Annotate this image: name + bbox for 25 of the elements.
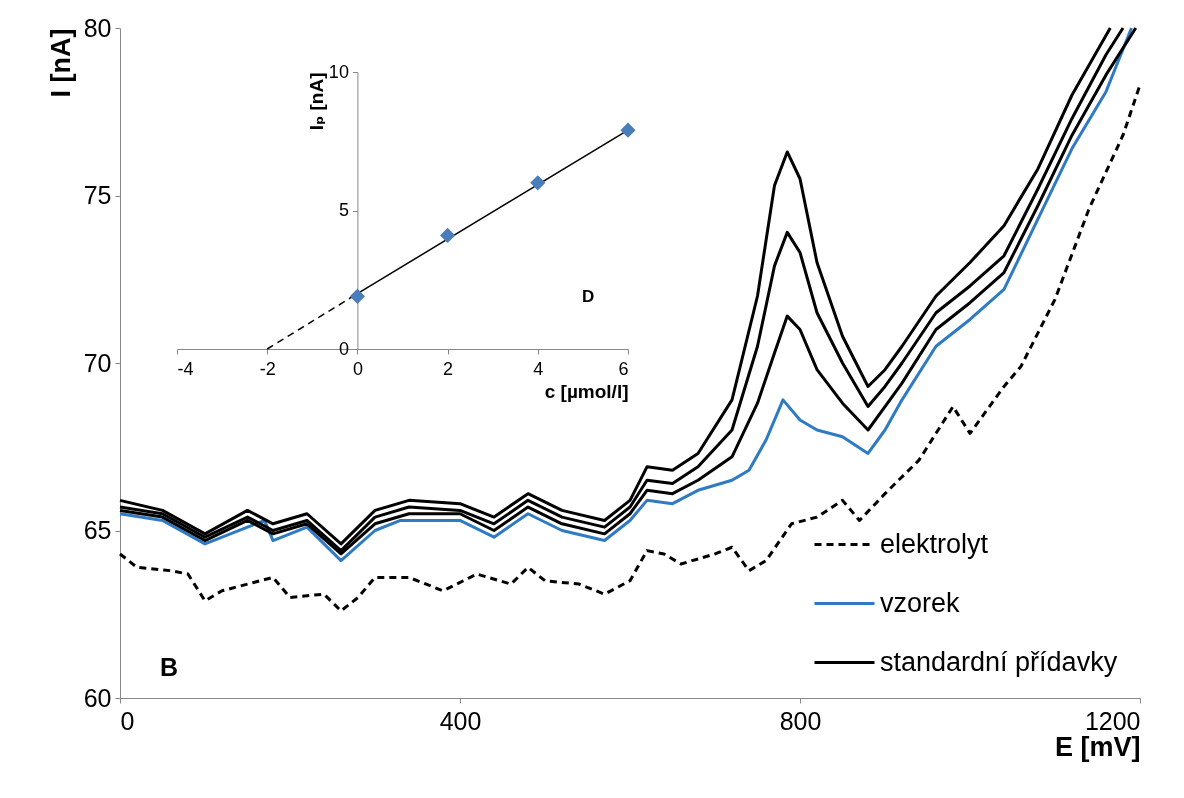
x-tick-label: 6 [618, 358, 629, 379]
x-tick-label: 0 [352, 358, 363, 379]
annotation: B [160, 653, 179, 681]
x-axis-title: c [µmol/l] [544, 380, 629, 402]
x-tick-label: 2 [443, 358, 454, 379]
x-tick-label: 0 [120, 706, 135, 735]
y-tick-label: 75 [83, 181, 112, 209]
y-tick-label: 5 [338, 200, 349, 220]
y-tick-label: 70 [83, 348, 112, 377]
y-tick-label: 80 [83, 13, 112, 42]
y-tick-label: 0 [338, 338, 349, 359]
y-tick-label: 10 [328, 61, 349, 82]
x-tick-label: -4 [177, 358, 194, 379]
legend-label: standardní přídavky [880, 646, 1118, 677]
legend-label: vzorek [880, 587, 961, 618]
x-tick-label: -2 [259, 358, 276, 379]
x-tick-label: 4 [533, 358, 544, 379]
y-axis-title: I [nA] [45, 28, 76, 98]
x-tick-label: 800 [779, 706, 822, 735]
annotation: D [582, 287, 595, 306]
legend-label: elektrolyt [880, 528, 989, 559]
y-tick-label: 65 [83, 516, 112, 544]
y-tick-label: 60 [83, 683, 112, 712]
x-tick-label: 400 [439, 706, 482, 735]
y-axis-title: Iₚ [nA] [305, 72, 327, 131]
